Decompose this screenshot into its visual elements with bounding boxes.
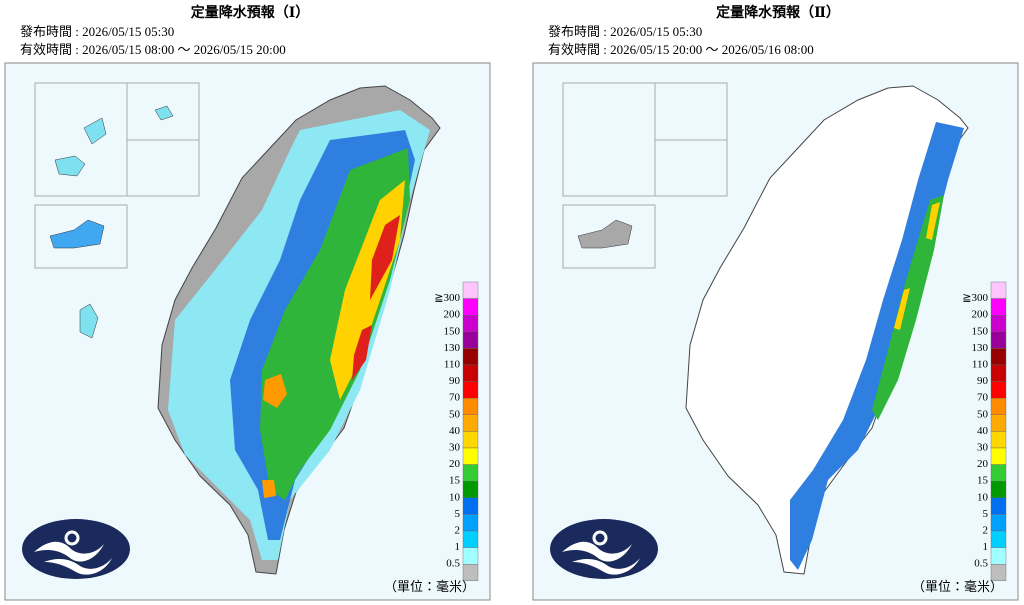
legend-swatch bbox=[462, 464, 479, 482]
legend-label: 1 bbox=[455, 541, 461, 553]
legend-swatch bbox=[462, 364, 479, 382]
rain-area bbox=[352, 215, 400, 380]
legend-swatch bbox=[990, 431, 1007, 449]
legend-swatch bbox=[462, 497, 479, 515]
legend-swatch bbox=[462, 514, 479, 532]
legend-label: 30 bbox=[449, 442, 461, 454]
rain-area bbox=[872, 195, 944, 420]
legend-label: 50 bbox=[977, 408, 989, 420]
legend-swatch bbox=[462, 431, 479, 449]
legend-label: ≧300 bbox=[962, 292, 988, 304]
legend-swatch bbox=[462, 547, 479, 565]
legend-swatch bbox=[990, 398, 1007, 416]
islands bbox=[49, 105, 174, 339]
legend-swatch bbox=[990, 514, 1007, 532]
unit-label: （單位：毫米） bbox=[384, 579, 475, 594]
legend-swatch bbox=[990, 281, 1007, 299]
legend-swatch bbox=[462, 398, 479, 416]
legend-swatch bbox=[462, 381, 479, 399]
legend-swatch bbox=[462, 298, 479, 316]
legend-label: 50 bbox=[449, 408, 461, 420]
unit-label: （單位：毫米） bbox=[912, 579, 1003, 594]
legend-swatch bbox=[990, 530, 1007, 548]
panel-1 bbox=[4, 62, 491, 601]
legend-swatch bbox=[990, 547, 1007, 565]
title: 定量降水預報（Ⅰ） bbox=[191, 4, 310, 21]
legend-label: 20 bbox=[977, 458, 989, 470]
legend-label: 10 bbox=[977, 491, 989, 503]
legend-label: 0.5 bbox=[974, 558, 988, 570]
legend-swatch bbox=[462, 348, 479, 366]
legend-label: 150 bbox=[972, 325, 989, 337]
rain-area bbox=[262, 374, 287, 498]
legend-label: 10 bbox=[449, 491, 461, 503]
legend-label: 200 bbox=[444, 309, 461, 321]
legend-label: 0.5 bbox=[446, 558, 460, 570]
island bbox=[577, 219, 633, 249]
legend-swatch bbox=[990, 464, 1007, 482]
legend-label: 110 bbox=[972, 359, 989, 371]
legend-swatch bbox=[990, 315, 1007, 333]
legend-label: 70 bbox=[977, 392, 989, 404]
legend-swatch bbox=[990, 497, 1007, 515]
legend-label: 2 bbox=[455, 525, 461, 537]
legend-swatch bbox=[990, 331, 1007, 349]
legend-swatch bbox=[990, 481, 1007, 499]
inset-boxes bbox=[562, 82, 728, 269]
legend-swatch bbox=[462, 447, 479, 465]
legend-label: 30 bbox=[977, 442, 989, 454]
legend-label: 40 bbox=[449, 425, 461, 437]
valid-time: 有效時間 : 2026/05/15 08:00 ～ 2026/05/15 20:… bbox=[20, 42, 286, 57]
title: 定量降水預報（Ⅱ） bbox=[716, 4, 840, 21]
panel-text: 定量降水預報（Ⅱ） 發布時間 : 2026/05/15 05:30 有效時間 : 2… bbox=[548, 4, 1007, 594]
legend-swatch bbox=[462, 414, 479, 432]
legend-label: 90 bbox=[977, 375, 989, 387]
legend-label: 130 bbox=[972, 342, 989, 354]
legend-label: ≧300 bbox=[434, 292, 460, 304]
legend-label: 90 bbox=[449, 375, 461, 387]
legend-label: 2 bbox=[983, 525, 989, 537]
legend-label: 20 bbox=[449, 458, 461, 470]
legend-label: 110 bbox=[444, 359, 461, 371]
legend-label: 5 bbox=[983, 508, 989, 520]
legend-label: 40 bbox=[977, 425, 989, 437]
legend-swatch bbox=[990, 447, 1007, 465]
legend-label: 15 bbox=[449, 475, 461, 487]
legend-swatch bbox=[462, 564, 479, 582]
panel-2 bbox=[532, 62, 1019, 601]
legend-label: 5 bbox=[455, 508, 461, 520]
legend-swatch bbox=[990, 564, 1007, 582]
legend-label: 15 bbox=[977, 475, 989, 487]
legend-swatch bbox=[990, 381, 1007, 399]
legend-swatch bbox=[990, 348, 1007, 366]
rain-area bbox=[894, 202, 940, 330]
legend-label: 1 bbox=[983, 541, 989, 553]
issued-time: 發布時間 : 2026/05/15 05:30 bbox=[20, 24, 174, 39]
legend-label: 200 bbox=[972, 309, 989, 321]
legend-label: 130 bbox=[444, 342, 461, 354]
legend-swatch bbox=[462, 530, 479, 548]
panel-text: 定量降水預報（Ⅰ） 發布時間 : 2026/05/15 05:30 有效時間 : 2… bbox=[20, 4, 479, 594]
legend-label: 70 bbox=[449, 392, 461, 404]
legend-swatch bbox=[462, 481, 479, 499]
inset-boxes bbox=[34, 82, 200, 269]
legend-swatch bbox=[990, 364, 1007, 382]
issued-time: 發布時間 : 2026/05/15 05:30 bbox=[548, 24, 702, 39]
legend-swatch bbox=[462, 315, 479, 333]
legend-swatch bbox=[990, 414, 1007, 432]
legend-label: 150 bbox=[444, 325, 461, 337]
legend-swatch bbox=[462, 281, 479, 299]
legend-swatch bbox=[462, 331, 479, 349]
legend-swatch bbox=[990, 298, 1007, 316]
valid-time: 有效時間 : 2026/05/15 20:00 ～ 2026/05/16 08:… bbox=[548, 42, 814, 57]
